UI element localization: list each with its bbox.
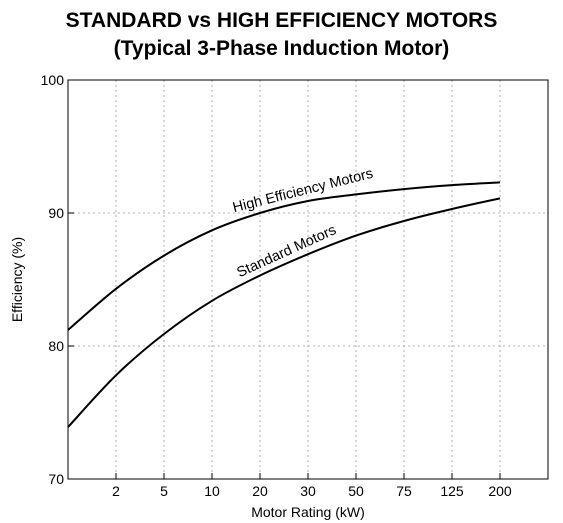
x-tick-label: 5 [160, 483, 168, 499]
x-tick-label: 200 [488, 483, 512, 499]
standard-label: Standard Motors [235, 222, 339, 281]
y-tick-label: 90 [48, 205, 64, 221]
x-tick-label: 10 [204, 483, 220, 499]
standard-curve [67, 197, 501, 428]
chart-title: STANDARD vs HIGH EFFICIENCY MOTORS [65, 9, 498, 32]
high-efficiency-curve [67, 181, 501, 331]
y-tick-label: 80 [48, 338, 64, 354]
x-tick-label: 20 [252, 483, 268, 499]
x-axis-label: Motor Rating (kW) [251, 504, 365, 520]
y-axis-label: Efficiency (%) [9, 237, 25, 322]
y-tick-label: 100 [41, 72, 65, 88]
grid-lines [68, 80, 548, 479]
series-lines [67, 181, 501, 428]
x-tick-label: 30 [300, 483, 316, 499]
x-tick-label: 125 [440, 483, 464, 499]
high-efficiency-label: High Efficiency Motors [231, 166, 375, 216]
x-tick-label: 75 [396, 483, 412, 499]
series-labels: High Efficiency Motors Standard Motors [231, 166, 375, 281]
y-axis: 70 80 90 100 [41, 72, 74, 487]
chart-subtitle: (Typical 3-Phase Induction Motor) [113, 37, 450, 60]
x-tick-label: 2 [112, 483, 120, 499]
x-tick-label: 50 [348, 483, 364, 499]
x-axis: 2 5 10 20 30 50 75 125 200 [112, 473, 512, 499]
plot-area [67, 79, 549, 480]
y-tick-label: 70 [48, 471, 64, 487]
